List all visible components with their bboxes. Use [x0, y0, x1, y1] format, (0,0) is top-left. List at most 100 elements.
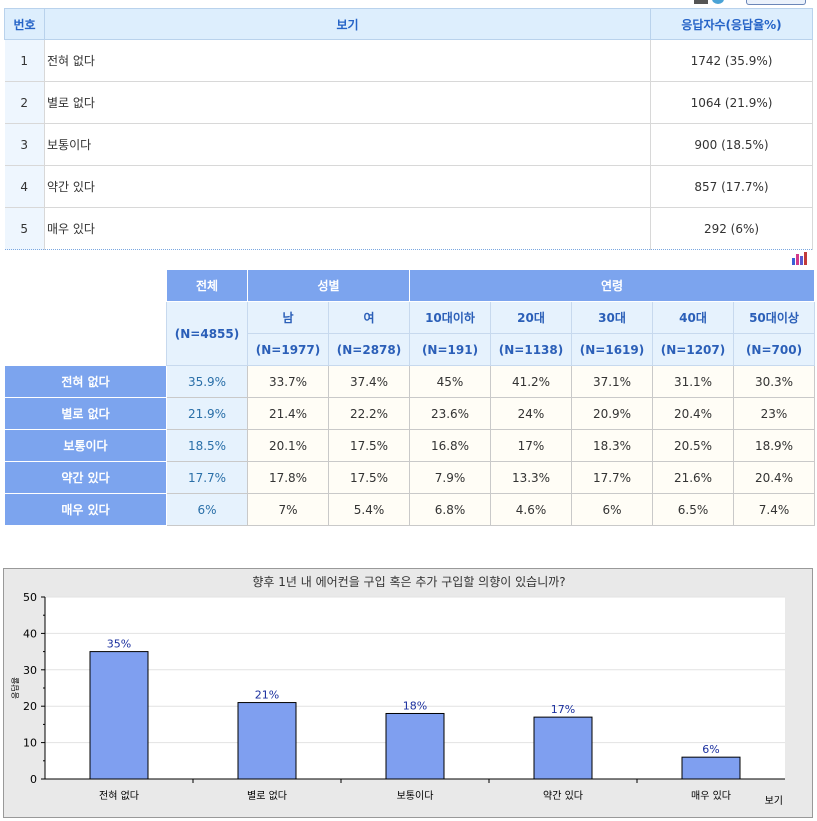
- row-number: 1: [4, 39, 45, 82]
- header-age-label: 50대이상: [733, 301, 815, 334]
- table-row: 보통이다 18.5% 20.1% 17.5% 16.8% 17% 18.3% 20.5% 18.…: [4, 429, 815, 462]
- table-cell: 21.6%: [652, 461, 734, 494]
- table-row: 전혀 없다 35.9% 33.7% 37.4% 45% 41.2% 37.1% 31.1% 30…: [4, 365, 815, 398]
- col-header-option: 보기: [44, 8, 651, 40]
- table-row: 3 보통이다 900 (18.5%): [4, 123, 813, 166]
- header-age-n: (N=1207): [652, 333, 734, 366]
- header-age-label: 10대이하: [409, 301, 491, 334]
- table-cell: 7%: [247, 493, 329, 526]
- table-cell: 20.9%: [571, 397, 653, 430]
- table-cell: 30.3%: [733, 365, 815, 398]
- chart-canvas: 0 10 20 30 40 50 35% 전혀 없다 21% 별로 없다 18% 보통이다 17% 약간 …: [10, 591, 785, 807]
- table-cell: 17.5%: [328, 429, 410, 462]
- col-header-count: 응답자수(응답율%): [650, 8, 813, 40]
- x-tick-label: 전혀 없다: [99, 789, 139, 802]
- row-count: 292 (6%): [650, 207, 813, 250]
- table-row: 5 매우 있다 292 (6%): [4, 207, 813, 250]
- table-cell: 7.9%: [409, 461, 491, 494]
- data-label: 6%: [702, 743, 719, 756]
- y-tick-label: 0: [30, 773, 37, 786]
- header-age-label: 30대: [571, 301, 653, 334]
- table-row: 1 전혀 없다 1742 (35.9%): [4, 39, 813, 82]
- chart-title: 향후 1년 내 에어컨을 구입 혹은 추가 구입할 의향이 있습니까?: [252, 575, 566, 589]
- col-header-number: 번호: [4, 8, 45, 40]
- header-age-n: (N=1138): [490, 333, 572, 366]
- toolbar-button[interactable]: [746, 0, 806, 5]
- table-row: 약간 있다 17.7% 17.8% 17.5% 7.9% 13.3% 17.7% 21.6% 2…: [4, 461, 815, 494]
- row-count: 1064 (21.9%): [650, 81, 813, 124]
- data-label: 35%: [107, 638, 131, 651]
- header-age-label: 40대: [652, 301, 734, 334]
- response-table: 번호 보기 응답자수(응답율%) 1 전혀 없다 1742 (35.9%) 2 별로 없…: [4, 8, 813, 250]
- corner-blank: [4, 269, 167, 366]
- x-tick-label: 약간 있다: [543, 790, 583, 802]
- table-cell: 20.1%: [247, 429, 329, 462]
- header-gender-n: (N=2878): [328, 333, 410, 366]
- table-cell: 17.8%: [247, 461, 329, 494]
- header-age-n: (N=700): [733, 333, 815, 366]
- table-cell: 24%: [490, 397, 572, 430]
- table-cell: 31.1%: [652, 365, 734, 398]
- table-cell: 6%: [571, 493, 653, 526]
- header-gender-n: (N=1977): [247, 333, 329, 366]
- row-option: 별로 없다: [44, 81, 651, 124]
- table-cell: 37.1%: [571, 365, 653, 398]
- row-count: 1742 (35.9%): [650, 39, 813, 82]
- table-row: 별로 없다 21.9% 21.4% 22.2% 23.6% 24% 20.9% 20.4% 23…: [4, 397, 815, 430]
- table-cell: 6.5%: [652, 493, 734, 526]
- x-tick-label: 매우 있다: [691, 790, 731, 802]
- table-cell: 13.3%: [490, 461, 572, 494]
- table-cell: 18.9%: [733, 429, 815, 462]
- data-label: 21%: [255, 689, 279, 702]
- bar: [237, 702, 297, 780]
- row-option: 전혀 없다: [44, 39, 651, 82]
- table-cell: 21.4%: [247, 397, 329, 430]
- header-age: 연령: [409, 269, 815, 302]
- table-cell: 6.8%: [409, 493, 491, 526]
- toolbar-icon[interactable]: [694, 0, 708, 4]
- chart-view-icon[interactable]: [791, 251, 807, 265]
- bar: [89, 651, 149, 780]
- table-cell: 17%: [490, 429, 572, 462]
- data-label: 17%: [551, 703, 575, 716]
- table-cell: 4.6%: [490, 493, 572, 526]
- data-label: 18%: [403, 699, 427, 712]
- header-gender-label: 남: [247, 301, 329, 334]
- table-cell: 37.4%: [328, 365, 410, 398]
- row-number: 3: [4, 123, 45, 166]
- x-axis-label: 보기: [765, 795, 783, 807]
- row-label: 매우 있다: [4, 493, 167, 526]
- bar: [681, 756, 741, 780]
- header-gender-label: 여: [328, 301, 410, 334]
- table-cell: 7.4%: [733, 493, 815, 526]
- crosstab-table: 전체 성별 연령 (N=4855) 남 여 10대이하 20대 30대 40대 …: [4, 269, 815, 526]
- table-cell: 16.8%: [409, 429, 491, 462]
- row-count: 900 (18.5%): [650, 123, 813, 166]
- bar: [533, 716, 593, 780]
- table-cell: 5.4%: [328, 493, 410, 526]
- row-number: 4: [4, 165, 45, 208]
- row-total: 17.7%: [166, 461, 248, 494]
- header-age-n: (N=191): [409, 333, 491, 366]
- table-cell: 45%: [409, 365, 491, 398]
- x-tick-label: 별로 없다: [247, 789, 287, 802]
- header-gender: 성별: [247, 269, 410, 302]
- help-icon[interactable]: [712, 0, 724, 4]
- y-axis-label: 응답율: [10, 677, 20, 699]
- row-label: 별로 없다: [4, 397, 167, 430]
- y-tick-label: 10: [23, 737, 37, 750]
- x-tick-label: 보통이다: [397, 790, 434, 802]
- row-count: 857 (17.7%): [650, 165, 813, 208]
- top-controls: [694, 0, 814, 6]
- bar: [385, 712, 445, 780]
- table-cell: 18.3%: [571, 429, 653, 462]
- row-total: 18.5%: [166, 429, 248, 462]
- row-option: 약간 있다: [44, 165, 651, 208]
- table-cell: 23%: [733, 397, 815, 430]
- table-cell: 17.7%: [571, 461, 653, 494]
- row-option: 매우 있다: [44, 207, 651, 250]
- table-cell: 17.5%: [328, 461, 410, 494]
- row-label: 전혀 없다: [4, 365, 167, 398]
- header-total: 전체: [166, 269, 248, 302]
- row-total: 6%: [166, 493, 248, 526]
